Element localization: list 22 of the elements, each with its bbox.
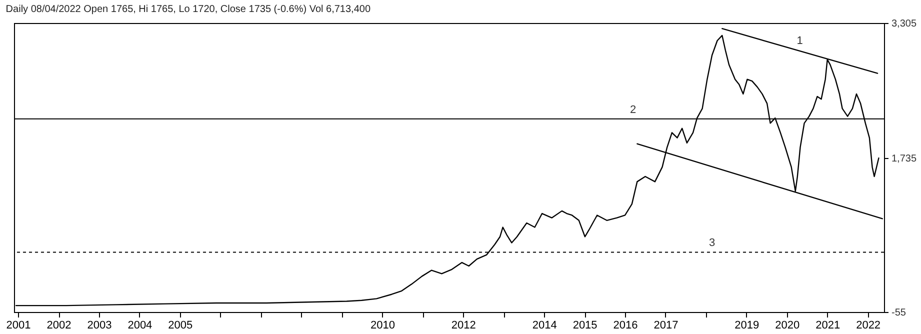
y-tick-label: 3,305	[892, 18, 917, 30]
annotation: 2	[630, 104, 636, 116]
x-tick-label: 2020	[775, 320, 800, 332]
x-tick-label: 2014	[532, 320, 557, 332]
y-tick-label: 1,735	[892, 154, 917, 165]
x-tick-label: 2015	[572, 320, 598, 332]
x-tick-label: 2017	[654, 320, 678, 332]
x-tick-label: 2004	[128, 320, 152, 332]
x-tick-label: 2012	[451, 320, 476, 332]
y-tick-label: -55	[892, 308, 906, 318]
series-label: 1	[796, 34, 803, 47]
chart-title: Daily 08/04/2022 Open 1765, Hi 1765, Lo 1720, Close 1735 (-0.6%) Vol 6,713,400	[6, 4, 371, 15]
x-tick-label: 2016	[613, 320, 638, 332]
x-tick-label: 2021	[816, 320, 840, 332]
x-tick-label: 2022	[856, 320, 881, 332]
x-tick-label: 2002	[46, 320, 72, 332]
x-tick-label: 2005	[168, 320, 193, 332]
x-tick-label: 2003	[87, 320, 112, 332]
x-tick-label: 2010	[370, 320, 395, 332]
x-tick-label: 2001	[6, 320, 31, 332]
annotation: 3	[708, 237, 716, 250]
x-tick-label: 2019	[734, 320, 760, 332]
